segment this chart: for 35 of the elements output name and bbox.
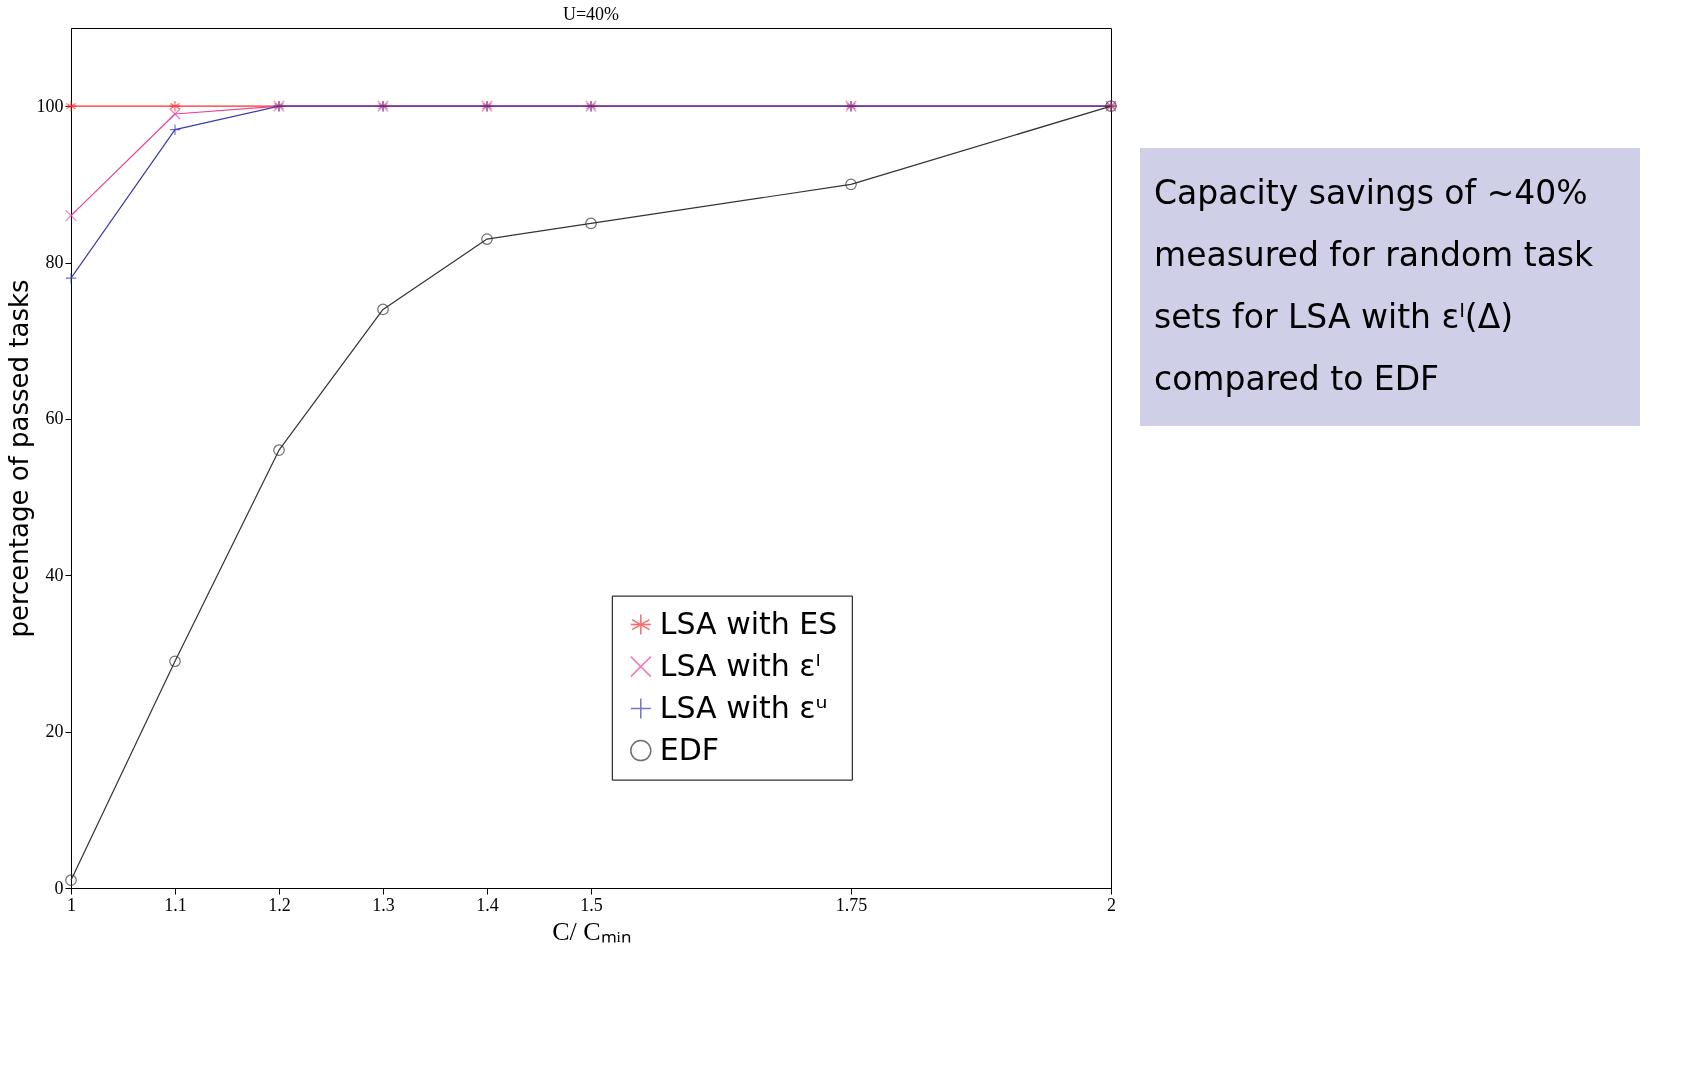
point — [169, 100, 181, 113]
x-axis-title: C/ Cₘᵢₙ — [552, 916, 631, 946]
y-tick-label: 100 — [36, 95, 64, 116]
point — [481, 233, 493, 245]
text: Capacity savings of ~40% measured for random task sets for LSA with εˡ(Δ) compared to EDF — [1154, 173, 1595, 398]
point — [169, 123, 181, 136]
y-tick-label: 60 — [45, 408, 64, 429]
legend-label: EDF — [659, 731, 720, 767]
point — [65, 100, 77, 113]
point — [273, 444, 285, 457]
x-tick-label: 1.75 — [835, 894, 868, 915]
legend-label: LSA with ES — [659, 605, 838, 641]
y-tick-label: 80 — [45, 252, 64, 273]
y-axis-title: percentage of passed tasks — [3, 279, 34, 638]
point — [65, 209, 77, 222]
legend-label: LSA with εᵘ — [659, 689, 828, 725]
x-tick-label: 1.5 — [580, 894, 603, 915]
y-tick-label: 0 — [54, 877, 64, 898]
x-tick-label: 2 — [1107, 894, 1116, 915]
point — [65, 874, 77, 887]
point — [169, 655, 181, 668]
point — [65, 272, 77, 285]
legend-label: LSA with εˡ — [659, 647, 821, 683]
point — [377, 303, 389, 316]
chart-title: U=40% — [562, 4, 620, 24]
x-tick-label: 1 — [67, 894, 76, 915]
y-tick-label: 20 — [45, 721, 64, 742]
point — [169, 108, 181, 120]
point — [585, 217, 597, 230]
x-tick-label: 1.2 — [268, 894, 291, 915]
x-tick-label: 1.1 — [164, 894, 187, 915]
x-tick-label: 1.4 — [476, 894, 499, 915]
point — [845, 178, 857, 191]
x-tick-label: 1.3 — [372, 894, 395, 915]
y-tick-label: 40 — [45, 564, 64, 585]
